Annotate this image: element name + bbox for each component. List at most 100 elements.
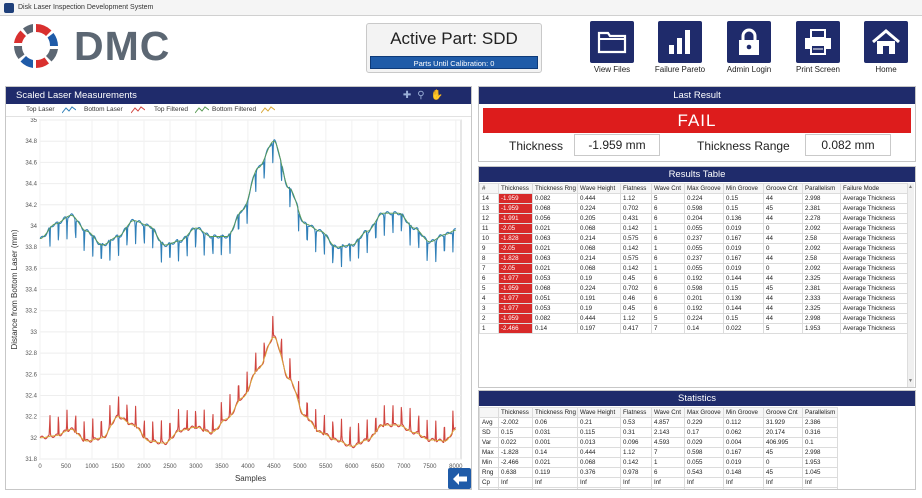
results-table-header: Results Table [479, 167, 915, 182]
scroll-up-arrow-icon[interactable]: ▲ [908, 184, 913, 190]
bar-chart-icon [669, 30, 690, 54]
column-header[interactable]: # [479, 183, 499, 194]
table-cell: 0.029 [684, 437, 724, 448]
column-header[interactable]: Thickness Rng [532, 183, 578, 194]
table-cell: 0.004 [723, 437, 764, 448]
x-tick-label: 1500 [111, 464, 125, 470]
table-cell: 0.575 [620, 253, 652, 264]
column-header[interactable]: Parallelism [802, 407, 838, 418]
table-cell: Average Thickness [840, 193, 909, 204]
table-row[interactable]: Var 0.022 0.001 0.013 0.096 4.593 0.029 0.004 40… [479, 437, 838, 448]
table-row[interactable]: 8 -1.828 0.063 0.214 0.575 6 0.237 0.167 44 2.58 A… [479, 253, 909, 264]
column-header[interactable]: Thickness Rng [532, 407, 578, 418]
column-header[interactable]: Min Groove [723, 407, 764, 418]
y-tick-label: 33.4 [25, 288, 37, 294]
table-row[interactable]: Max -1.828 0.14 0.444 1.12 7 0.598 0.167 45 2.998 [479, 447, 838, 458]
scroll-down-arrow-icon[interactable]: ▼ [908, 378, 913, 384]
legend-bottom-laser-swatch [131, 106, 145, 114]
table-cell: 0.17 [684, 427, 724, 438]
home-label: Home [875, 65, 897, 74]
column-header[interactable]: Groove Cnt [763, 407, 803, 418]
column-header[interactable]: Wave Height [577, 183, 621, 194]
arrow-left-icon [452, 472, 467, 485]
zoom-icon[interactable]: ⚲ [417, 90, 431, 101]
table-row[interactable]: 1 -2.466 0.14 0.197 0.417 7 0.14 0.022 5 1.953 Ave… [479, 323, 909, 334]
table-cell: 45 [763, 447, 803, 458]
column-header[interactable]: Thickness [498, 407, 533, 418]
results-table: # Thickness Thickness Rng Wave Height Flatne… [479, 183, 909, 334]
column-header[interactable]: Wave Cnt [651, 407, 685, 418]
table-row[interactable]: 5 -1.959 0.068 0.224 0.702 6 0.598 0.15 45 2.381 A… [479, 283, 909, 294]
results-scrollbar[interactable] [907, 183, 914, 387]
table-row[interactable]: Rng 0.638 0.119 0.376 0.978 6 0.543 0.148 45 1.04… [479, 467, 838, 478]
pan-hand-icon[interactable]: ✋ [430, 90, 449, 101]
view-files-button[interactable]: View Files [588, 21, 636, 77]
table-cell: 10 [479, 233, 499, 244]
column-header[interactable]: Max Groove [684, 407, 724, 418]
table-row[interactable]: 11 -2.05 0.021 0.068 0.142 1 0.055 0.019 0 2.092 A… [479, 223, 909, 234]
column-header[interactable]: Failure Mode [840, 183, 909, 194]
table-cell: 1.12 [620, 193, 652, 204]
x-axis-label: Samples [235, 474, 266, 483]
table-cell: 2.58 [802, 253, 841, 264]
table-cell: 0.144 [723, 303, 764, 314]
table-row[interactable]: 3 -1.977 0.053 0.19 0.45 6 0.192 0.144 44 2.325 Av… [479, 303, 909, 314]
column-header[interactable]: Flatness [620, 183, 652, 194]
x-tick-label: 8000 [449, 464, 463, 470]
result-status-banner: FAIL [483, 108, 911, 133]
table-row[interactable]: 12 -1.991 0.056 0.205 0.431 6 0.204 0.136 44 2.27… [479, 213, 909, 224]
column-header[interactable]: Max Groove [684, 183, 724, 194]
column-header[interactable]: Flatness [620, 407, 652, 418]
table-cell: Inf [498, 477, 533, 488]
table-cell: -1.959 [498, 313, 533, 324]
table-row[interactable]: 4 -1.977 0.051 0.191 0.46 6 0.201 0.139 44 2.333 A… [479, 293, 909, 304]
laser-line-chart[interactable]: 31.8 32 32.2 32.4 32.6 32.8 33 33.2 33.4 33.6 33.8… [6, 118, 471, 489]
table-cell: 44 [763, 193, 803, 204]
table-row[interactable]: Cpk-4.4560.6530.6090.570.7550.450.6080.5… [479, 487, 838, 489]
table-cell: Average Thickness [840, 233, 909, 244]
print-screen-button[interactable]: Print Screen [794, 21, 842, 77]
table-row[interactable]: 2 -1.959 0.082 0.444 1.12 5 0.224 0.15 44 2.998 Av… [479, 313, 909, 324]
table-cell: Var [479, 437, 499, 448]
y-tick-label: 32.4 [25, 393, 37, 399]
table-cell: 0.224 [577, 283, 621, 294]
table-row[interactable]: 6 -1.977 0.053 0.19 0.45 6 0.192 0.144 44 2.325 Av… [479, 273, 909, 284]
table-cell: 0.543 [684, 467, 724, 478]
column-header[interactable] [479, 407, 499, 418]
table-row[interactable]: 7 -2.05 0.021 0.068 0.142 1 0.055 0.019 0 2.092 Av… [479, 263, 909, 274]
column-header[interactable]: Wave Height [577, 407, 621, 418]
table-row[interactable]: 9 -2.05 0.021 0.068 0.142 1 0.055 0.019 0 2.092 Av… [479, 243, 909, 254]
table-cell: 0.316 [802, 427, 838, 438]
column-header[interactable]: Parallelism [802, 183, 841, 194]
table-cell: 0.051 [532, 293, 578, 304]
table-cell: 13 [479, 203, 499, 214]
column-header[interactable]: Thickness [498, 183, 533, 194]
table-row[interactable]: SD 0.15 0.031 0.115 0.31 2.143 0.17 0.062 20.174… [479, 427, 838, 438]
printer-icon [805, 29, 831, 55]
table-cell: 2.092 [802, 223, 841, 234]
failure-pareto-button[interactable]: Failure Pareto [655, 21, 705, 77]
chart-legend: Top Laser Bottom Laser Top Filtered Bott… [6, 104, 471, 117]
table-cell: 0.06 [532, 417, 578, 428]
table-row[interactable]: Min -2.466 0.021 0.068 0.142 1 0.055 0.019 0 1.95… [479, 457, 838, 468]
table-row[interactable]: Avg -2.002 0.06 0.21 0.53 4.857 0.229 0.112 31.9… [479, 417, 838, 428]
column-header[interactable]: Wave Cnt [651, 183, 685, 194]
x-tick-label: 3500 [215, 464, 229, 470]
table-cell: 0.204 [684, 213, 724, 224]
table-row[interactable]: 10 -1.828 0.063 0.214 0.575 6 0.237 0.167 44 2.58… [479, 233, 909, 244]
table-cell: 0.096 [620, 437, 652, 448]
active-part-box: Active Part: SDD Parts Until Calibration… [366, 23, 542, 73]
table-row[interactable]: 13 -1.959 0.068 0.224 0.702 6 0.598 0.15 45 2.381… [479, 203, 909, 214]
back-button[interactable] [448, 468, 471, 489]
active-part-title: Active Part: SDD [390, 29, 518, 48]
table-row[interactable]: Cp Inf Inf Inf Inf Inf Inf Inf Inf Inf [479, 477, 838, 488]
column-header[interactable]: Groove Cnt [763, 183, 803, 194]
table-cell: 0.022 [498, 437, 533, 448]
column-header[interactable]: Min Groove [723, 183, 764, 194]
table-cell: 0.082 [532, 313, 578, 324]
table-cell: -1.977 [498, 293, 533, 304]
crosshair-icon[interactable]: ✚ [402, 90, 418, 101]
home-button[interactable]: Home [862, 21, 910, 77]
table-row[interactable]: 14 -1.959 0.082 0.444 1.12 5 0.224 0.15 44 2.998 A… [479, 193, 909, 204]
admin-login-button[interactable]: Admin Login [725, 21, 773, 77]
